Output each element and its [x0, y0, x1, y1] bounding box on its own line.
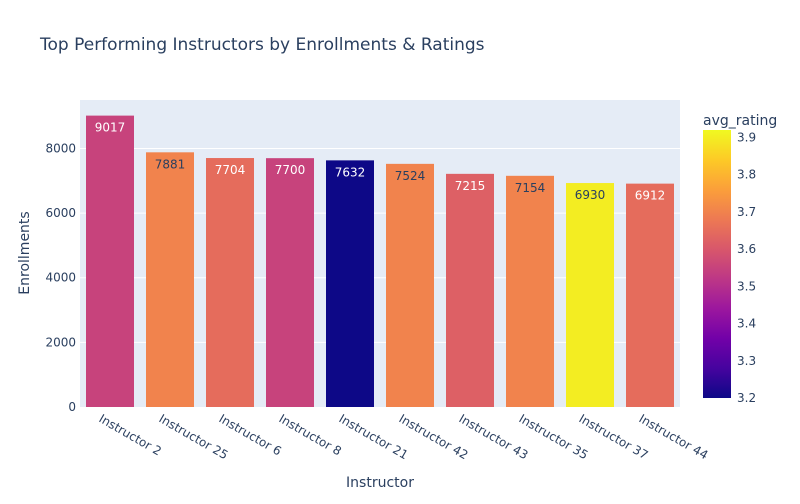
bar-value-label: 6930 [575, 188, 606, 202]
bar[interactable] [146, 152, 194, 407]
y-tick-label: 6000 [45, 206, 76, 220]
bar[interactable] [206, 158, 254, 407]
bar-value-label: 9017 [95, 121, 126, 135]
bar-value-label: 7700 [275, 163, 306, 177]
bar[interactable] [326, 160, 374, 407]
colorbar-tick-label: 3.6 [737, 242, 756, 256]
colorbar-tick-label: 3.3 [737, 354, 756, 368]
y-tick-label: 4000 [45, 271, 76, 285]
bar[interactable] [86, 115, 134, 408]
colorbar-title: avg_rating [703, 113, 777, 129]
x-axis-title: Instructor [346, 475, 414, 491]
colorbar-tick-label: 3.8 [737, 168, 756, 182]
y-tick-label: 8000 [45, 141, 76, 155]
x-tick-label: Instructor 8 [277, 411, 344, 458]
bar-value-label: 7524 [395, 169, 426, 183]
bar-value-label: 7881 [155, 157, 186, 171]
y-tick-label: 2000 [45, 335, 76, 349]
bar[interactable] [626, 183, 674, 407]
bar-value-label: 6912 [635, 189, 666, 203]
bar[interactable] [506, 175, 554, 407]
colorbar-tick-label: 3.4 [737, 317, 756, 331]
y-axis-ticks: 0 2000 4000 6000 8000 [45, 141, 76, 414]
bar-value-label: 7704 [215, 163, 246, 177]
bar-value-label: 7632 [335, 165, 366, 179]
bar[interactable] [386, 163, 434, 407]
colorbar-tick-label: 3.9 [737, 130, 756, 144]
y-tick-label: 0 [68, 400, 76, 414]
colorbar: avg_rating 3.2 3.3 3.4 3.5 3.6 3.7 3.8 3.9 [703, 113, 777, 405]
bar-value-label: 7154 [515, 181, 546, 195]
chart-title: Top Performing Instructors by Enrollment… [39, 35, 485, 55]
bars: 9017 7881 7704 7700 7632 7524 7215 7154 6930 6912 [86, 115, 674, 408]
x-tick-label: Instructor 2 [97, 411, 164, 458]
colorbar-tick-label: 3.7 [737, 205, 756, 219]
colorbar-tick-label: 3.2 [737, 391, 756, 405]
y-axis-title: Enrollments [17, 211, 33, 294]
colorbar-tick-label: 3.5 [737, 279, 756, 293]
bar[interactable] [566, 183, 614, 407]
bar[interactable] [266, 158, 314, 407]
bar[interactable] [446, 173, 494, 407]
bar-value-label: 7215 [455, 179, 486, 193]
colorbar-gradient [703, 130, 731, 398]
